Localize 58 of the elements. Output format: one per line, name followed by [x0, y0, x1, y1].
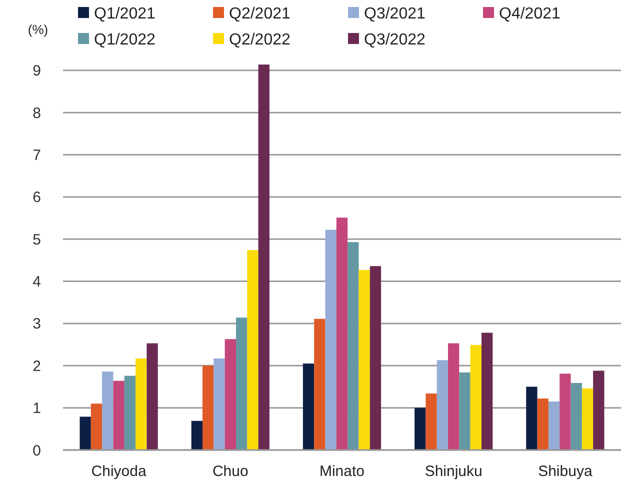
bar [470, 344, 482, 450]
y-tick-label: 9 [32, 62, 41, 80]
bar [113, 380, 124, 450]
bar [459, 372, 470, 450]
bar [358, 270, 370, 450]
y-tick-label: 0 [32, 442, 41, 460]
bar [448, 343, 460, 450]
bar [325, 230, 336, 450]
bar [526, 386, 538, 450]
x-tick-label: Shinjuku [424, 463, 482, 480]
x-tick-label: Chiyoda [91, 463, 147, 480]
bar [560, 374, 571, 450]
bar [124, 376, 136, 450]
y-tick-label: 4 [32, 274, 41, 291]
bar [314, 318, 326, 450]
bar [224, 339, 236, 450]
legend-label: Q1/2021 [94, 6, 156, 23]
bar [202, 366, 214, 450]
x-tick-label: Chuo [212, 463, 248, 480]
bar [102, 372, 114, 450]
bar [80, 416, 91, 450]
x-tick-label: Minato [319, 463, 365, 480]
bar [414, 408, 426, 450]
legend-label: Q2/2022 [229, 32, 290, 49]
bar [537, 398, 548, 450]
y-tick-label: 5 [32, 231, 41, 248]
bar [482, 332, 493, 450]
bar [348, 242, 359, 450]
bar [593, 370, 604, 450]
bar [336, 218, 348, 450]
y-tick-label: 8 [32, 104, 41, 122]
bar [436, 360, 448, 450]
legend-label: Q4/2021 [499, 6, 560, 23]
bar [302, 364, 314, 450]
bar [191, 420, 202, 450]
bar [247, 250, 258, 450]
y-tick-label: 6 [32, 189, 41, 206]
y-tick-label: 2 [32, 358, 41, 375]
bar [370, 266, 382, 450]
bar [548, 402, 560, 450]
legend-label: Q2/2021 [229, 6, 290, 23]
bar [426, 393, 437, 450]
bar [570, 382, 582, 450]
legend-label: Q3/2022 [364, 32, 426, 49]
y-axis-title: (%) [28, 22, 48, 37]
legend-label: Q3/2021 [364, 6, 426, 23]
bar [582, 388, 594, 450]
bar [90, 404, 102, 450]
y-tick-label: 3 [32, 316, 41, 333]
y-tick-label: 1 [32, 400, 41, 418]
bar [236, 318, 248, 450]
bar [136, 358, 147, 450]
y-tick-label: 7 [32, 147, 41, 164]
bar [214, 358, 225, 450]
bar [146, 343, 158, 450]
bar [258, 64, 270, 450]
legend-label: Q1/2022 [94, 32, 156, 49]
x-tick-label: Shibuya [538, 463, 593, 480]
